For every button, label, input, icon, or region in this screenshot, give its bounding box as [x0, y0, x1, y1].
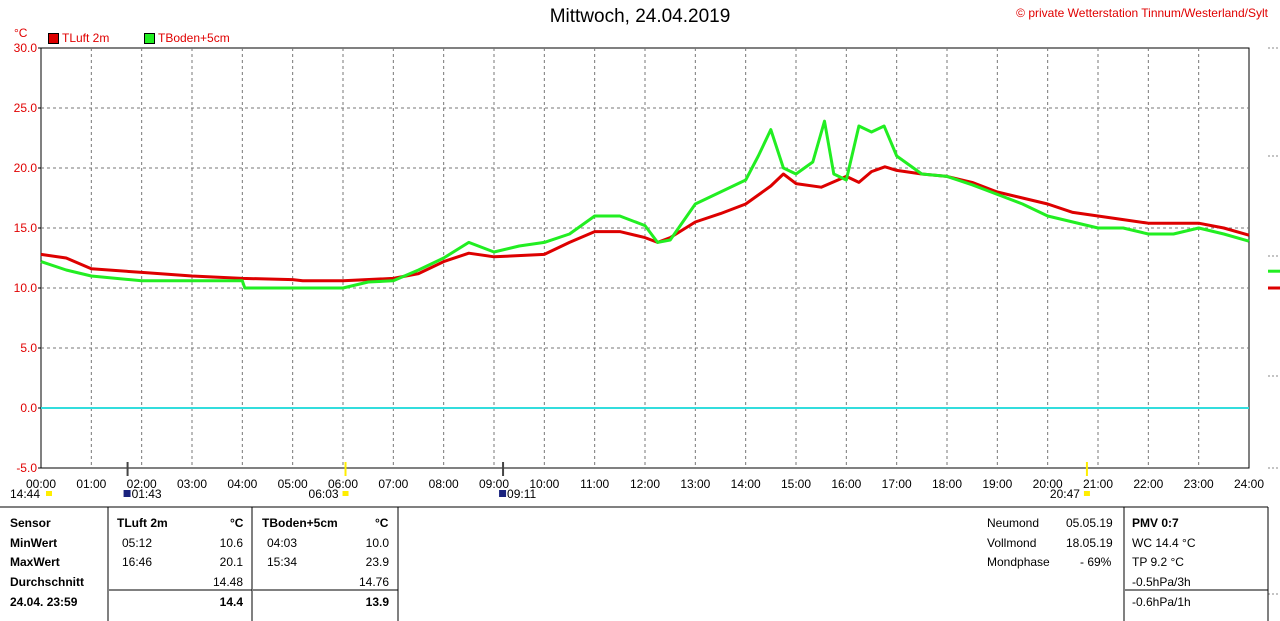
moon-value-0: 05.05.19 — [1066, 516, 1113, 530]
moon-value-2: - 69% — [1080, 555, 1112, 569]
x-tick-label: 21:00 — [1083, 477, 1113, 491]
x-tick-label: 10:00 — [529, 477, 559, 491]
table-header-unit1: °C — [230, 516, 244, 530]
sunset-marker — [1083, 491, 1090, 496]
series-line-tluft — [40, 165, 1250, 283]
x-tick-label: 17:00 — [882, 477, 912, 491]
copyright-text: © private Wetterstation Tinnum/Westerlan… — [1016, 6, 1268, 20]
pmv-item-1: TP 9.2 °C — [1132, 555, 1184, 569]
moon-label-2: Mondphase — [987, 555, 1050, 569]
x-tick-label: 14:00 — [731, 477, 761, 491]
y-tick-label: 5.0 — [20, 341, 37, 355]
x-tick-label: 05:00 — [278, 477, 308, 491]
x-tick-label: 07:00 — [378, 477, 408, 491]
legend-label-tboden: TBoden+5cm — [158, 31, 230, 45]
series-line-tboden — [40, 119, 1250, 290]
x-tick-label: 09:00 — [479, 477, 509, 491]
table-row-value-tboden: 10.0 — [365, 536, 389, 550]
table-row-value-tboden: 14.76 — [358, 575, 389, 589]
legend-item-tluft: TLuft 2m — [48, 31, 109, 45]
table-header-tluft: TLuft 2m — [117, 516, 168, 530]
moon-label-1: Vollmond — [987, 536, 1037, 550]
legend-item-tboden: TBoden+5cm — [144, 31, 230, 45]
x-tick-label: 04:00 — [227, 477, 257, 491]
marker-label: 09:11 — [507, 487, 536, 501]
table-row-label: 24.04. 23:59 — [10, 595, 78, 609]
marker-label: 06:03 — [309, 487, 339, 501]
x-tick-label: 11:00 — [580, 477, 609, 491]
pmv-item-2: -0.5hPa/3h — [1132, 575, 1191, 589]
legend-swatch-tluft — [48, 32, 59, 44]
x-tick-label: 08:00 — [429, 477, 459, 491]
y-tick-label: 10.0 — [14, 281, 38, 295]
moon-marker — [123, 490, 131, 497]
x-tick-label: 16:00 — [831, 477, 861, 491]
x-tick-label: 01:00 — [76, 477, 106, 491]
y-tick-label: 30.0 — [14, 41, 38, 55]
moon-marker — [499, 490, 507, 497]
x-tick-label: 22:00 — [1133, 477, 1163, 491]
pmv-title: PMV 0:7 — [1132, 516, 1179, 530]
x-tick-label: 20:00 — [1033, 477, 1063, 491]
x-tick-label: 23:00 — [1184, 477, 1214, 491]
y-tick-label: -5.0 — [16, 461, 37, 475]
moon-value-1: 18.05.19 — [1066, 536, 1113, 550]
marker-label: 20:47 — [1050, 487, 1080, 501]
legend-swatch-tboden — [144, 32, 155, 44]
x-tick-label: 19:00 — [982, 477, 1012, 491]
y-tick-label: 15.0 — [14, 221, 38, 235]
sun-marker — [46, 491, 52, 496]
table-row-value-tluft: 14.48 — [212, 575, 243, 589]
chart-title: Mittwoch, 24.04.2019 — [549, 6, 731, 27]
x-tick-label: 13:00 — [680, 477, 710, 491]
x-tick-label: 02:00 — [127, 477, 157, 491]
table-row-label: MinWert — [10, 536, 58, 550]
table-row-time-tluft: 05:12 — [122, 536, 153, 550]
x-tick-label: 06:00 — [328, 477, 358, 491]
table-header-unit2: °C — [375, 516, 389, 530]
x-tick-label: 18:00 — [932, 477, 962, 491]
x-tick-label: 15:00 — [781, 477, 811, 491]
marker-label: 01:43 — [132, 487, 162, 501]
table-row-value-tluft: 10.6 — [219, 536, 243, 550]
pmv-item-3: -0.6hPa/1h — [1132, 595, 1191, 609]
x-tick-label: 24:00 — [1234, 477, 1264, 491]
table-row-time-tluft: 16:46 — [122, 555, 153, 569]
pmv-item-0: WC 14.4 °C — [1132, 536, 1196, 550]
table-row-value-tluft: 14.4 — [219, 595, 243, 609]
y-axis-unit: °C — [14, 26, 28, 40]
table-header-sensor: Sensor — [10, 516, 51, 530]
table-header-tboden: TBoden+5cm — [262, 516, 338, 530]
x-tick-label: 12:00 — [630, 477, 660, 491]
table-row-time-tboden: 15:34 — [267, 555, 298, 569]
y-tick-label: 0.0 — [20, 401, 37, 415]
table-row-time-tboden: 04:03 — [267, 536, 298, 550]
y-tick-label: 25.0 — [14, 101, 38, 115]
table-row-value-tboden: 13.9 — [365, 595, 389, 609]
table-row-value-tboden: 23.9 — [365, 555, 389, 569]
marker-label: 14:44 — [10, 487, 40, 501]
moon-label-0: Neumond — [987, 516, 1040, 530]
x-tick-label: 00:00 — [26, 477, 56, 491]
legend-label-tluft: TLuft 2m — [62, 31, 110, 45]
x-tick-label: 03:00 — [177, 477, 207, 491]
sunrise-marker — [342, 491, 349, 496]
table-row-value-tluft: 20.1 — [219, 555, 243, 569]
table-row-label: Durchschnitt — [10, 575, 85, 589]
y-tick-label: 20.0 — [14, 161, 38, 175]
table-row-label: MaxWert — [10, 555, 60, 569]
